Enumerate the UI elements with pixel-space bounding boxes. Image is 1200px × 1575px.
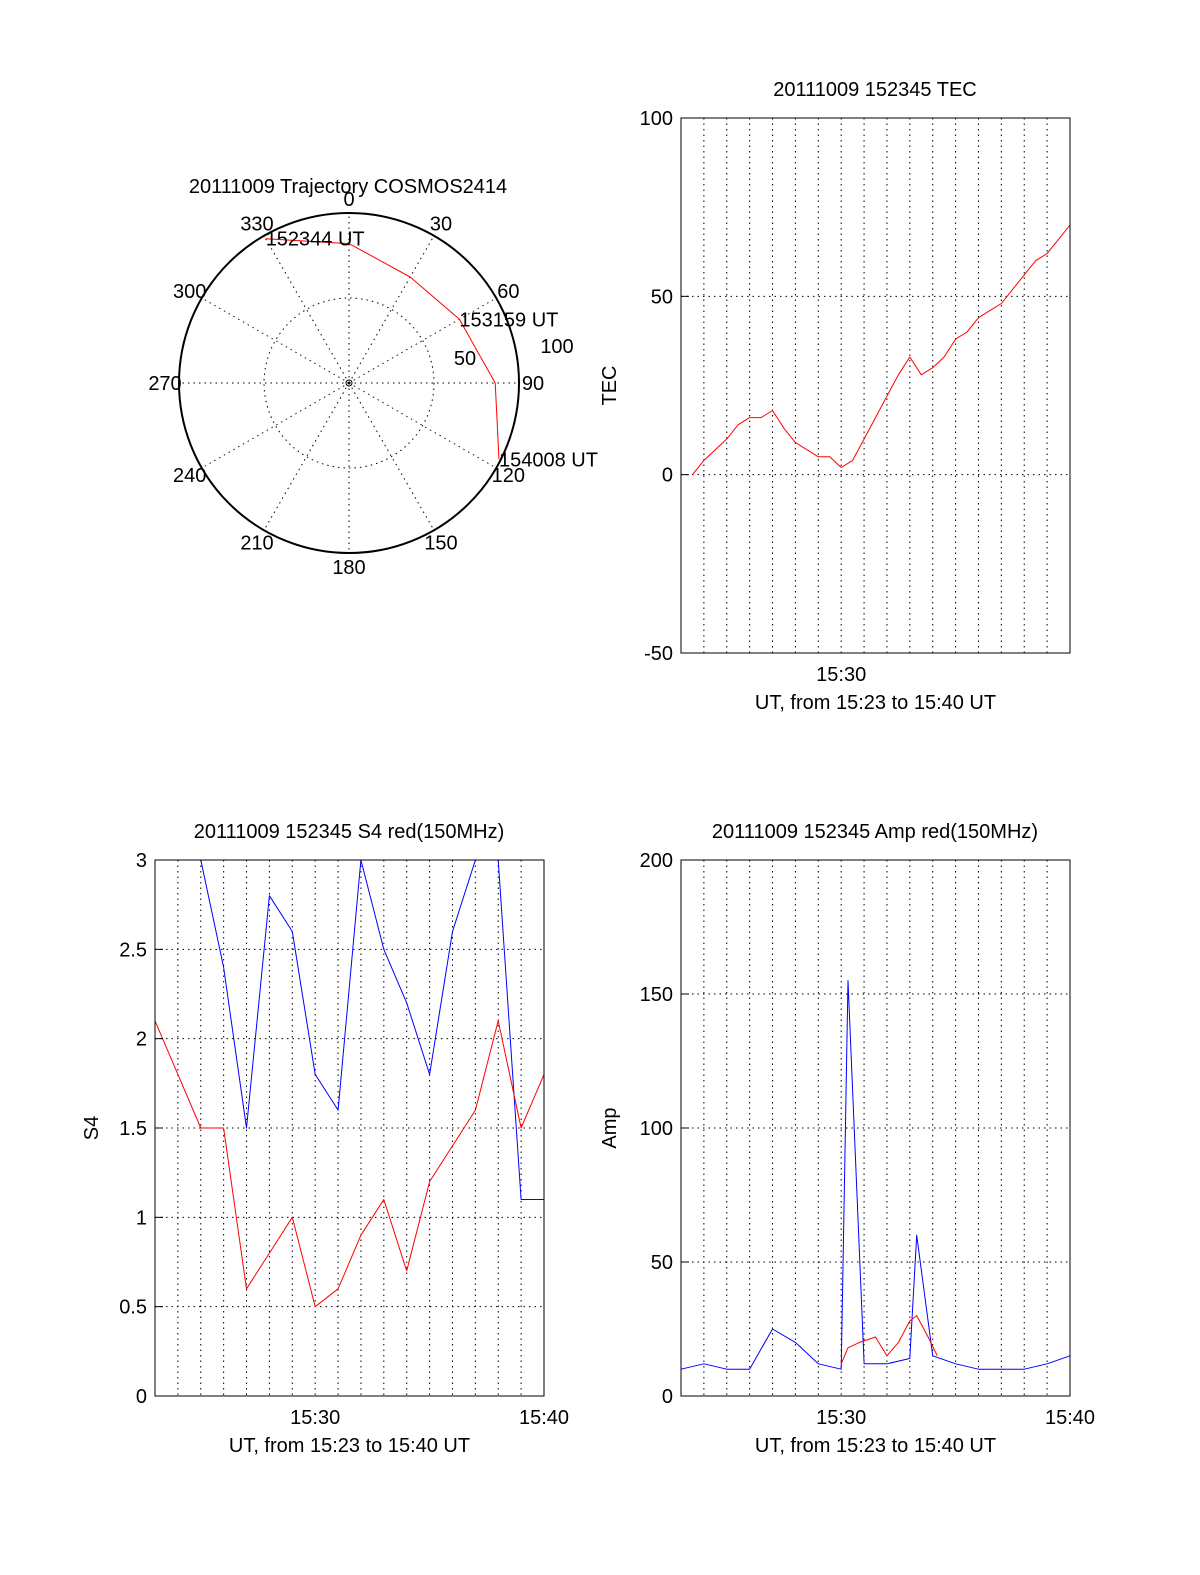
polar-spoke xyxy=(348,297,497,384)
azimuth-label: 240 xyxy=(173,465,206,487)
ytick-label: 1 xyxy=(136,1207,147,1229)
x-axis-label: UT, from 15:23 to 15:40 UT xyxy=(755,692,996,714)
ytick-label: 0 xyxy=(662,465,673,487)
azimuth-label: 270 xyxy=(148,373,181,395)
series-line-0 xyxy=(155,859,544,1200)
trajectory-polar-plot: 20111009 Trajectory COSMOS2414 0 30 60 90 12… xyxy=(148,176,598,579)
series-line-0 xyxy=(680,980,1071,1370)
polar-spoke xyxy=(348,382,497,469)
series-line-1 xyxy=(154,1020,545,1308)
x-axis-label: UT, from 15:23 to 15:40 UT xyxy=(229,1435,470,1457)
polar-spoke xyxy=(348,235,435,384)
azimuth-label: 120 xyxy=(492,465,525,487)
polar-outer-ring xyxy=(178,212,520,554)
trajectory-series: 152344 UT 153159 UT 154008 UT xyxy=(265,229,598,471)
trajectory-line xyxy=(265,238,500,460)
azimuth-label: 150 xyxy=(424,532,457,554)
radial-label: 50 xyxy=(454,348,476,370)
azimuth-label: 180 xyxy=(332,557,365,579)
ytick-label: -50 xyxy=(644,643,673,665)
ytick-label: 1.5 xyxy=(119,1118,147,1140)
xtick-label: 15:40 xyxy=(519,1407,569,1429)
amp-line-chart: 20111009 152345 Amp red(150MHz) 0 50 100 15… xyxy=(599,821,1095,1457)
series-line-1 xyxy=(840,1315,938,1364)
azimuth-label: 300 xyxy=(173,281,206,303)
azimuth-label: 30 xyxy=(430,214,452,236)
tec-chart-title: 20111009 152345 TEC xyxy=(773,79,977,101)
ytick-label: 2.5 xyxy=(119,939,147,961)
polar-inner-ring xyxy=(263,297,435,469)
s4-chart-title: 20111009 152345 S4 red(150MHz) xyxy=(194,821,505,843)
ytick-label: 100 xyxy=(640,1118,673,1140)
ytick-label: 0 xyxy=(136,1386,147,1408)
xtick-label: 15:30 xyxy=(290,1407,340,1429)
ytick-label: 2 xyxy=(136,1029,147,1051)
y-axis-label: Amp xyxy=(599,1107,621,1148)
xtick-label: 15:40 xyxy=(1045,1407,1095,1429)
series-line-0 xyxy=(692,224,1071,476)
azimuth-label: 60 xyxy=(497,281,519,303)
tec-line-chart: 20111009 152345 TEC -50 0 50 100 15:30 UT, fr… xyxy=(599,79,1071,714)
ytick-label: 200 xyxy=(640,850,673,872)
trajectory-time-label: 152344 UT xyxy=(266,229,365,251)
ytick-label: 0.5 xyxy=(119,1297,147,1319)
polar-spoke xyxy=(263,382,350,531)
polar-chart-title: 20111009 Trajectory COSMOS2414 xyxy=(189,176,507,198)
amp-chart-title: 20111009 152345 Amp red(150MHz) xyxy=(712,821,1038,843)
ytick-label: 3 xyxy=(136,850,147,872)
ytick-label: 150 xyxy=(640,984,673,1006)
s4-line-chart: 20111009 152345 S4 red(150MHz) 0 0.5 1 1.5 2… xyxy=(81,821,569,1457)
ytick-label: 50 xyxy=(651,286,673,308)
azimuth-label: 0 xyxy=(343,189,354,211)
ytick-label: 100 xyxy=(640,108,673,130)
polar-spoke xyxy=(201,297,350,384)
trajectory-time-label: 153159 UT xyxy=(459,309,558,331)
xtick-label: 15:30 xyxy=(816,664,866,686)
azimuth-label: 330 xyxy=(240,214,273,236)
trajectory-time-label: 154008 UT xyxy=(499,449,598,471)
azimuth-label: 210 xyxy=(240,532,273,554)
ytick-label: 50 xyxy=(651,1252,673,1274)
polar-spoke xyxy=(201,382,350,469)
polar-grid: 0 30 60 90 120 150 180 210 240 270 300 330 50 100 xyxy=(148,189,573,579)
x-axis-label: UT, from 15:23 to 15:40 UT xyxy=(755,1435,996,1457)
polar-center xyxy=(345,379,353,387)
xtick-label: 15:30 xyxy=(816,1407,866,1429)
plot-frame xyxy=(680,117,1071,654)
ytick-label: 0 xyxy=(662,1386,673,1408)
azimuth-label: 90 xyxy=(522,373,544,395)
polar-spoke xyxy=(348,382,435,531)
radial-label: 100 xyxy=(540,336,573,358)
y-axis-label: S4 xyxy=(81,1116,103,1140)
y-axis-label: TEC xyxy=(599,366,621,406)
polar-spoke xyxy=(263,235,350,384)
